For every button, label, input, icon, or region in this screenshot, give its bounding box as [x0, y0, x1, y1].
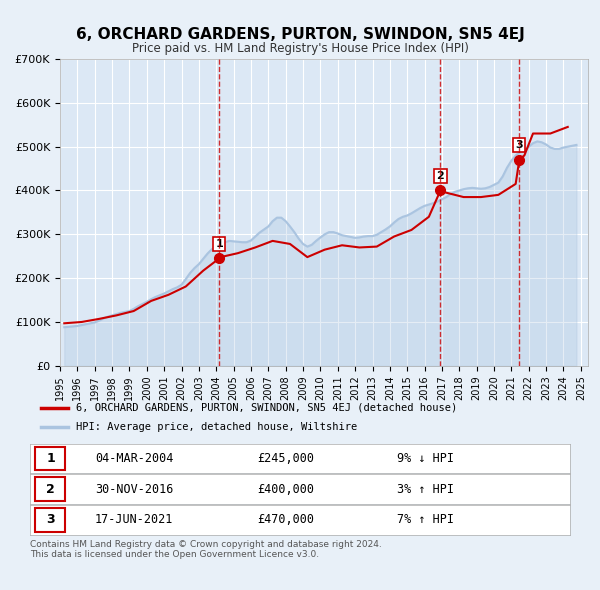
Text: 2: 2 [46, 483, 55, 496]
Text: 04-MAR-2004: 04-MAR-2004 [95, 452, 173, 465]
Text: £470,000: £470,000 [257, 513, 314, 526]
Text: 3: 3 [46, 513, 55, 526]
Text: 1: 1 [46, 452, 55, 465]
FancyBboxPatch shape [35, 508, 65, 532]
Text: 17-JUN-2021: 17-JUN-2021 [95, 513, 173, 526]
Text: 9% ↓ HPI: 9% ↓ HPI [397, 452, 454, 465]
Text: 6, ORCHARD GARDENS, PURTON, SWINDON, SN5 4EJ: 6, ORCHARD GARDENS, PURTON, SWINDON, SN5… [76, 27, 524, 41]
Text: Contains HM Land Registry data © Crown copyright and database right 2024.
This d: Contains HM Land Registry data © Crown c… [30, 540, 382, 559]
Text: Price paid vs. HM Land Registry's House Price Index (HPI): Price paid vs. HM Land Registry's House … [131, 42, 469, 55]
Text: £400,000: £400,000 [257, 483, 314, 496]
Text: 30-NOV-2016: 30-NOV-2016 [95, 483, 173, 496]
Text: 7% ↑ HPI: 7% ↑ HPI [397, 513, 454, 526]
Text: £245,000: £245,000 [257, 452, 314, 465]
Text: 6, ORCHARD GARDENS, PURTON, SWINDON, SN5 4EJ (detached house): 6, ORCHARD GARDENS, PURTON, SWINDON, SN5… [76, 403, 457, 412]
Text: HPI: Average price, detached house, Wiltshire: HPI: Average price, detached house, Wilt… [76, 422, 357, 432]
Text: 1: 1 [215, 239, 223, 249]
FancyBboxPatch shape [35, 477, 65, 501]
Text: 3% ↑ HPI: 3% ↑ HPI [397, 483, 454, 496]
Text: 3: 3 [515, 140, 523, 150]
FancyBboxPatch shape [35, 447, 65, 470]
Text: 2: 2 [437, 171, 444, 181]
